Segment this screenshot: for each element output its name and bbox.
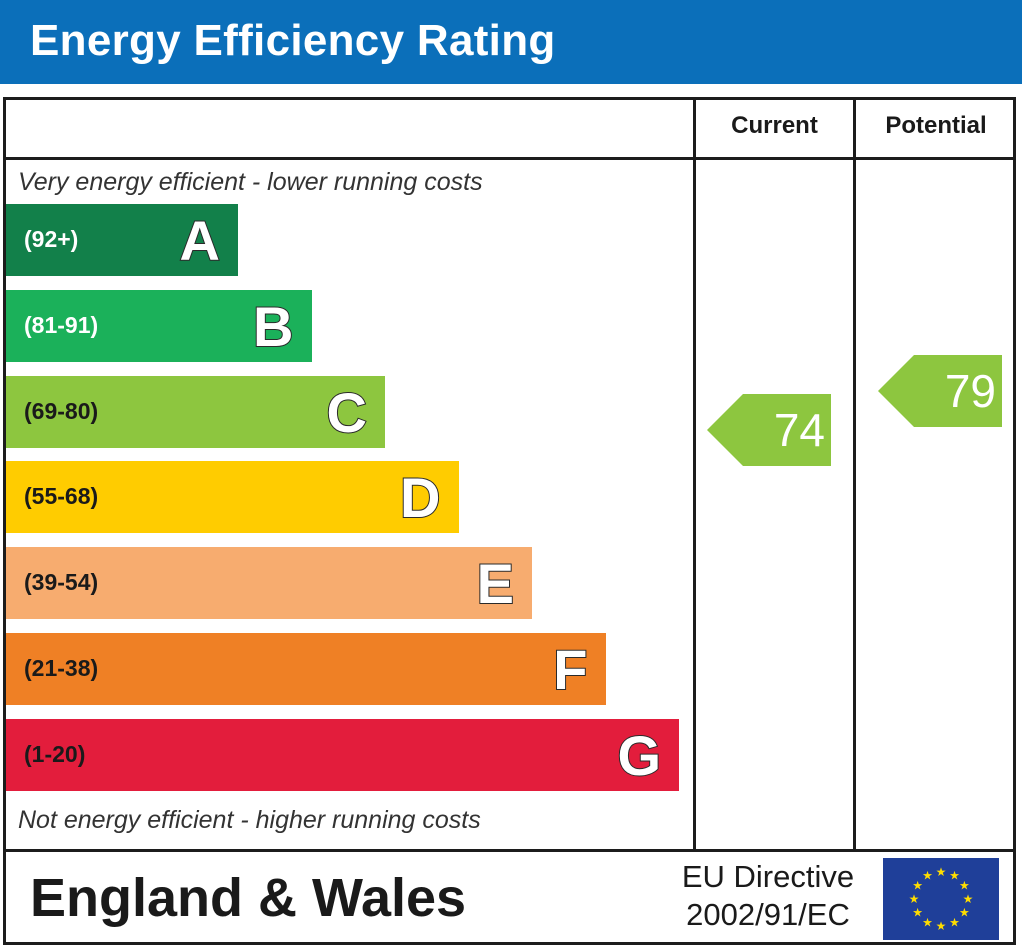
band-letter: G [616,723,662,787]
eu-directive-line2: 2002/91/EC [686,897,850,932]
band-f: (21-38) F [6,633,606,705]
current-rating: 74 [707,394,831,467]
band-c: (69-80) C [6,375,385,448]
title-bar: Energy Efficiency Rating [0,0,1022,84]
flag-star: ★ [959,879,970,893]
eu-flag-icon: ★ ★ ★ ★ ★ ★ ★ ★ ★ ★ ★ ★ [883,858,999,940]
band-range-label: (21-38) [24,655,99,681]
flag-star: ★ [909,892,920,906]
flag-star: ★ [922,869,933,883]
band-letter: F [552,638,588,701]
band-g: (1-20) G [6,718,679,791]
band-letter: C [326,380,368,444]
caption-top: Very energy efficient - lower running co… [18,168,483,196]
flag-star: ★ [922,915,933,929]
divider-current [693,97,696,851]
chart-title: Energy Efficiency Rating [30,16,556,65]
current-rating-shape [707,394,831,467]
divider-potential [853,97,856,851]
header-divider [3,157,1016,160]
band-range-label: (55-68) [24,483,99,510]
eu-directive: EU Directive 2002/91/EC [668,858,868,934]
band-range-label: (92+) [24,226,79,252]
column-header-potential: Potential [885,112,987,139]
caption-bottom: Not energy efficient - higher running co… [18,806,481,834]
potential-rating: 79 [878,355,1002,428]
band-b: (81-91) B [6,289,312,362]
flag-star: ★ [963,892,974,906]
flag-star: ★ [959,906,970,920]
footer-divider [3,849,1016,852]
band-letter: A [179,209,221,272]
band-d: (55-68) D [6,461,459,534]
flag-star: ★ [936,919,947,933]
column-header-current: Current [731,112,818,139]
flag-star: ★ [949,869,960,883]
band-letter: B [252,294,294,358]
band-range-label: (1-20) [24,740,86,767]
eu-directive-line1: EU Directive [681,859,855,894]
current-rating-value: 74 [773,404,825,457]
chart-frame [3,97,1016,945]
potential-rating-shape [878,355,1002,428]
region-label: England & Wales [30,868,467,928]
flag-background [883,858,999,940]
band-range-label: (39-54) [24,569,99,596]
flag-star: ★ [949,915,960,929]
potential-rating-value: 79 [944,365,996,418]
band-a: (92+) A [6,204,238,276]
band-letter: E [476,552,515,616]
flag-star: ★ [912,879,923,893]
band-letter: D [399,466,441,530]
band-e: (39-54) E [6,547,532,620]
flag-star: ★ [912,906,923,920]
band-range-label: (81-91) [24,311,99,338]
flag-star: ★ [936,865,947,879]
band-range-label: (69-80) [24,397,99,424]
